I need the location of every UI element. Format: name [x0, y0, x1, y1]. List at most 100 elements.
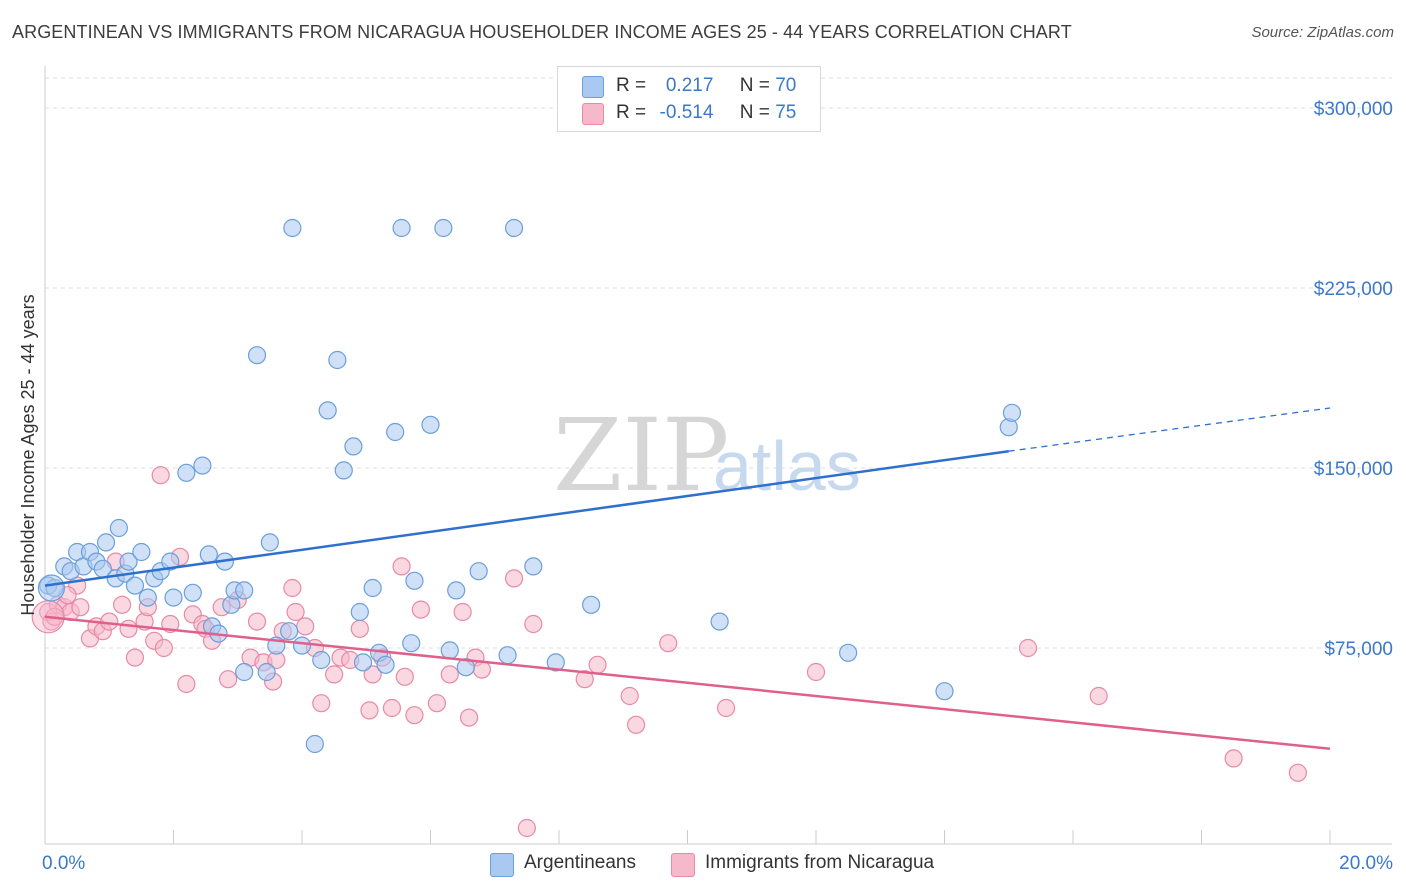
nicaragua-point: [588, 655, 607, 674]
nicaragua-trend-line: [44, 615, 1331, 751]
nicaragua-point: [1224, 749, 1243, 768]
nicaragua-point: [296, 617, 315, 636]
nicaragua-point: [177, 674, 196, 694]
argentinean-point: [283, 218, 302, 238]
argentinean-point: [119, 552, 138, 571]
axes: [44, 66, 1392, 845]
nicaragua-point: [626, 715, 646, 734]
nicaragua-point: [363, 665, 382, 684]
argentinean-point: [235, 581, 254, 600]
argentinean-point: [1002, 403, 1022, 422]
argentinean-point: [344, 437, 363, 456]
nicaragua-point: [716, 698, 736, 718]
argentinean-point: [582, 595, 601, 614]
argentinean-point: [434, 218, 453, 238]
nicaragua-point: [286, 602, 305, 622]
argentinean-point: [498, 646, 517, 665]
nicaragua-point: [392, 557, 411, 576]
nicaragua-point: [395, 667, 414, 686]
argentinean-point: [447, 581, 466, 600]
argentinean-point: [710, 612, 729, 631]
nicaragua-point: [283, 578, 302, 598]
argentinean-point: [392, 218, 411, 238]
argentinean-point: [132, 542, 151, 562]
argentinean-point: [402, 634, 421, 653]
nicaragua-point: [405, 706, 424, 725]
nicaragua-point: [119, 619, 138, 638]
argentinean-point: [350, 602, 369, 622]
correlation-legend: R = 0.217 N = 70 R = -0.514 N = 75: [557, 66, 821, 132]
nicaragua-point: [219, 670, 238, 689]
legend-swatch-blue: [582, 76, 604, 98]
argentinean-point: [312, 650, 331, 670]
argentinean-point: [235, 662, 254, 682]
y-tick-label: $225,000: [1314, 279, 1393, 300]
legend-n-value: 75: [775, 102, 797, 123]
argentinean-point: [456, 658, 475, 677]
nicaragua-point: [154, 638, 173, 658]
nicaragua-point: [360, 701, 379, 720]
watermark-atlas: atlas: [713, 427, 861, 505]
series-argentineans-points: [37, 218, 1022, 754]
argentinean-point: [183, 583, 202, 602]
argentinean-point: [353, 653, 373, 672]
argentinean-point: [280, 622, 299, 641]
nicaragua-point: [312, 694, 331, 713]
argentinean-point: [405, 571, 424, 590]
y-tick-label: $150,000: [1314, 459, 1393, 480]
y-tick-label: $300,000: [1314, 99, 1393, 120]
argentinean-point: [177, 463, 196, 482]
argentinean-point: [193, 456, 212, 475]
argentinean-point: [546, 653, 565, 672]
nicaragua-point: [806, 662, 826, 682]
source-credit: Source: ZipAtlas.com: [1251, 24, 1394, 41]
gridlines: [45, 77, 1392, 649]
nicaragua-point: [620, 686, 639, 706]
tick-labels: $75,000 $150,000 $225,000 $300,000 0.0% 20.0%: [42, 99, 1393, 874]
argentineans-trend-line: [44, 449, 1009, 587]
nicaragua-point: [382, 698, 402, 718]
argentinean-point: [386, 422, 405, 442]
argentinean-point: [109, 518, 128, 538]
nicaragua-point: [247, 612, 267, 631]
nicaragua-point: [125, 648, 145, 667]
nicaragua-point: [151, 466, 170, 485]
legend-r-label: R =: [616, 75, 647, 96]
nicaragua-point: [472, 660, 491, 679]
argentinean-point: [257, 662, 276, 682]
nicaragua-point: [524, 614, 543, 634]
legend-swatch-pink: [671, 853, 695, 877]
argentinean-point: [199, 545, 218, 564]
legend-n-value: 70: [775, 75, 797, 96]
nicaragua-point: [71, 598, 90, 617]
argentinean-point: [334, 461, 353, 480]
series-legend: Argentineans Immigrants from Nicaragua: [0, 852, 1406, 878]
legend-r-value: 0.217: [665, 75, 714, 96]
y-axis-label: Householder Income Ages 25 - 44 years: [18, 294, 38, 615]
trend-lines: [44, 407, 1331, 751]
argentinean-point: [96, 533, 116, 552]
nicaragua-point: [504, 569, 524, 588]
legend-swatch-pink: [582, 103, 604, 125]
y-tick-label: $75,000: [1324, 639, 1393, 660]
nicaragua-point: [575, 670, 594, 689]
legend-r-label: R =: [616, 102, 647, 123]
nicaragua-point: [1018, 638, 1038, 658]
argentinean-point: [440, 641, 459, 660]
x-tick-label: 20.0%: [1339, 853, 1393, 874]
argentinean-point: [469, 562, 488, 581]
chart-title: ARGENTINEAN VS IMMIGRANTS FROM NICARAGUA…: [12, 22, 1072, 42]
argentinean-point: [839, 643, 858, 662]
nicaragua-point: [112, 595, 132, 614]
nicaragua-point: [517, 818, 536, 838]
legend-label-argentineans: Argentineans: [524, 852, 636, 873]
series-nicaragua-points: [31, 466, 1307, 838]
argentinean-point: [125, 576, 145, 595]
nicaragua-point: [1288, 763, 1307, 782]
nicaragua-point: [1089, 686, 1108, 706]
argentinean-point: [524, 557, 543, 576]
argentinean-point: [161, 552, 180, 571]
nicaragua-point: [411, 600, 430, 619]
argentinean-point: [328, 350, 347, 370]
